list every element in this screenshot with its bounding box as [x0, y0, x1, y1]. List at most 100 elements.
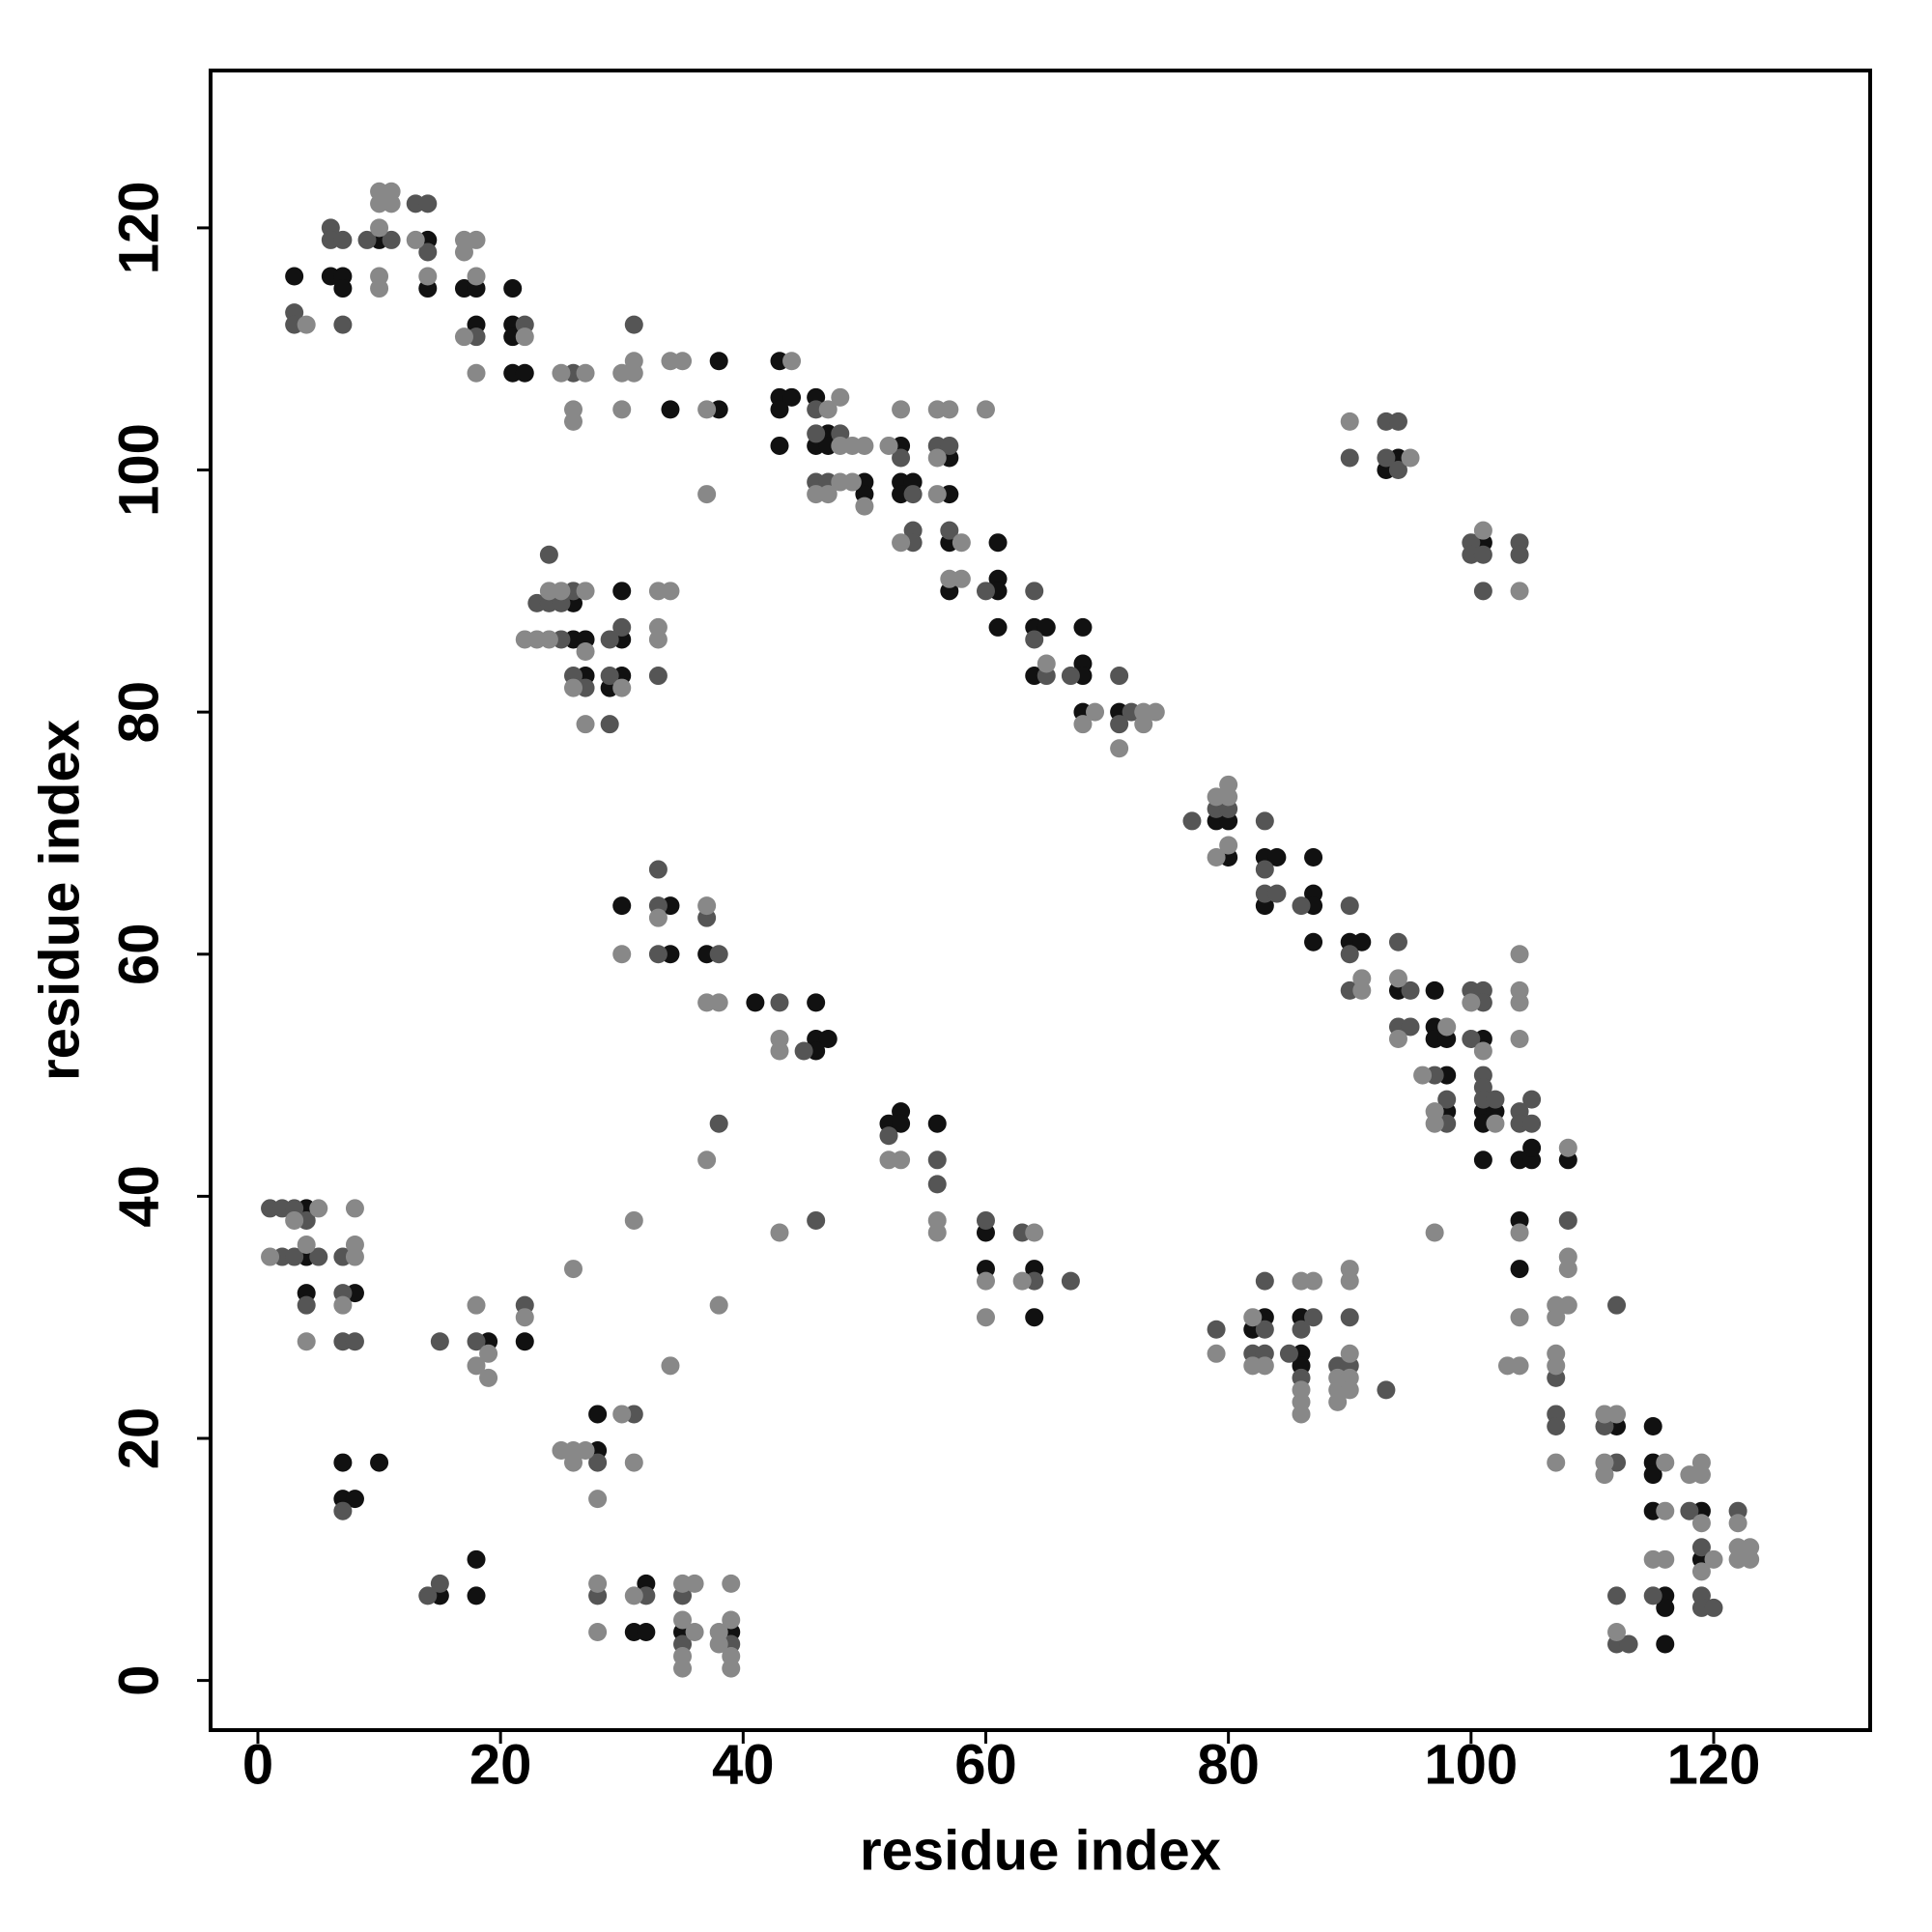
point — [1473, 1151, 1492, 1170]
point — [467, 1332, 486, 1351]
point — [1219, 787, 1238, 807]
point — [1486, 1114, 1505, 1133]
point — [709, 1295, 728, 1315]
point — [673, 1610, 693, 1630]
point — [1473, 545, 1492, 564]
point — [927, 485, 947, 504]
point — [418, 1586, 438, 1605]
point — [1304, 932, 1323, 952]
point — [624, 1453, 643, 1472]
point — [588, 1574, 608, 1593]
point — [1328, 1392, 1348, 1411]
point — [1340, 896, 1359, 916]
point — [722, 1574, 741, 1593]
point — [807, 993, 826, 1012]
point — [697, 896, 717, 916]
point — [637, 1622, 656, 1641]
point — [892, 448, 911, 468]
point — [333, 230, 353, 249]
point — [588, 1622, 608, 1641]
point — [333, 1501, 353, 1520]
y-tick-label: 60 — [107, 923, 170, 986]
point — [794, 1041, 813, 1061]
point — [333, 1295, 353, 1315]
point — [1255, 1320, 1274, 1339]
point — [1704, 1598, 1723, 1617]
point — [467, 1295, 486, 1315]
point — [903, 485, 923, 504]
point — [406, 230, 425, 249]
point — [261, 1247, 280, 1266]
point — [709, 993, 728, 1012]
x-tick-label: 0 — [242, 1733, 273, 1796]
point — [1304, 1271, 1323, 1291]
x-tick-label: 100 — [1424, 1733, 1518, 1796]
point — [1267, 884, 1287, 903]
point — [1656, 1501, 1675, 1520]
point — [1607, 1586, 1627, 1605]
point — [285, 1210, 304, 1230]
y-tick-label: 100 — [107, 423, 170, 517]
point — [1340, 1380, 1359, 1400]
point — [576, 641, 595, 661]
point — [1619, 1634, 1638, 1654]
point — [1377, 448, 1396, 468]
point — [333, 315, 353, 334]
point — [1292, 1405, 1311, 1424]
x-tick-label: 120 — [1667, 1733, 1761, 1796]
point — [612, 945, 632, 964]
point — [770, 993, 789, 1012]
point — [661, 400, 680, 419]
point — [1437, 1090, 1457, 1109]
point — [563, 678, 582, 697]
point — [1510, 993, 1529, 1012]
point — [1073, 617, 1093, 637]
point — [1267, 848, 1287, 867]
point — [1388, 932, 1407, 952]
point — [673, 1659, 693, 1678]
point — [1656, 1634, 1675, 1654]
point — [1207, 848, 1226, 867]
point — [1558, 1260, 1577, 1279]
point — [1607, 1295, 1627, 1315]
point — [479, 1344, 498, 1363]
y-tick-label: 0 — [107, 1664, 170, 1695]
point — [1462, 993, 1481, 1012]
point — [1558, 1138, 1577, 1157]
point — [1510, 1260, 1529, 1279]
point — [770, 436, 789, 455]
point — [1110, 739, 1129, 758]
y-tick-label: 20 — [107, 1407, 170, 1470]
point — [661, 582, 680, 601]
point — [624, 352, 643, 371]
point — [1340, 412, 1359, 431]
point — [624, 315, 643, 334]
point — [285, 1247, 304, 1266]
point — [418, 194, 438, 213]
point — [1110, 715, 1129, 734]
point — [746, 993, 765, 1012]
plot-frame — [209, 69, 1872, 1732]
point — [927, 1175, 947, 1194]
point — [1691, 1465, 1711, 1485]
point — [612, 896, 632, 916]
point — [600, 715, 619, 734]
point — [1691, 1562, 1711, 1581]
point — [1510, 1029, 1529, 1048]
point — [1182, 811, 1202, 831]
point — [345, 1236, 364, 1255]
point — [1340, 1308, 1359, 1327]
point — [770, 400, 789, 419]
point — [1352, 980, 1372, 1000]
point — [1401, 980, 1420, 1000]
point — [1425, 980, 1444, 1000]
point — [1025, 1223, 1044, 1242]
point — [418, 267, 438, 286]
point — [648, 945, 668, 964]
point — [807, 1210, 826, 1230]
point — [988, 533, 1008, 553]
point — [1691, 1538, 1711, 1557]
point — [1656, 1549, 1675, 1569]
point — [1255, 1271, 1274, 1291]
